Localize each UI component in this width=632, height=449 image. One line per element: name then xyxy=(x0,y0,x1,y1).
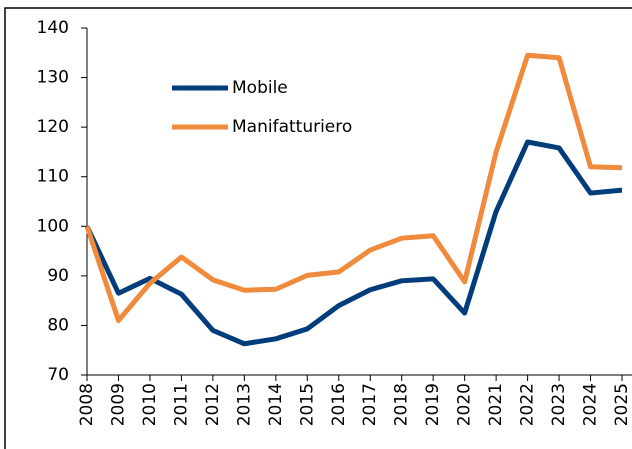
x-tick-label: 2009 xyxy=(108,383,128,426)
x-tick-label: 2013 xyxy=(234,383,254,426)
x-tick-label: 2017 xyxy=(360,383,380,426)
legend-label: Mobile xyxy=(232,78,288,98)
x-tick-label: 2022 xyxy=(518,383,538,426)
y-tick-label: 110 xyxy=(37,167,69,187)
x-tick-label: 2012 xyxy=(203,383,223,426)
x-tick-label: 2018 xyxy=(392,383,412,426)
y-tick-label: 120 xyxy=(37,117,69,137)
x-tick-label: 2024 xyxy=(581,383,601,426)
series-line xyxy=(84,139,623,347)
x-tick-label: 2021 xyxy=(486,383,506,426)
x-tick-label: 2011 xyxy=(171,383,191,426)
series-line xyxy=(84,52,623,323)
y-tick-label: 140 xyxy=(37,18,69,38)
x-tick-label: 2016 xyxy=(329,383,349,426)
x-tick-label: 2023 xyxy=(549,383,569,426)
frame xyxy=(4,7,632,449)
y-tick-label: 70 xyxy=(47,365,69,385)
x-tick-label: 2015 xyxy=(297,383,317,426)
x-tick-label: 2019 xyxy=(423,383,443,426)
y-tick-label: 100 xyxy=(37,216,69,236)
x-tick-label: 2020 xyxy=(455,383,475,426)
legend-label: Manifatturiero xyxy=(232,117,352,137)
x-tick-label: 2025 xyxy=(612,383,632,426)
x-tick-label: 2008 xyxy=(77,383,97,426)
x-tick-label: 2014 xyxy=(266,383,286,426)
y-tick-label: 130 xyxy=(37,68,69,88)
y-tick-label: 80 xyxy=(47,315,69,335)
x-tick-label: 2010 xyxy=(140,383,160,426)
y-tick-label: 90 xyxy=(47,266,69,286)
